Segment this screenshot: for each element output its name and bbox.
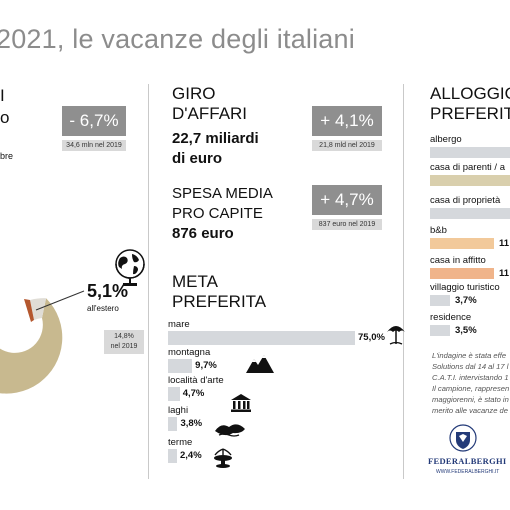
giro-value-2: di euro (172, 150, 223, 167)
giro-note: 21,8 mld nel 2019 (312, 140, 382, 151)
alloggio-bar (430, 147, 510, 158)
donut-accent-segment (24, 299, 34, 322)
alloggio-bar (430, 208, 510, 219)
meta-label: mare (168, 319, 190, 330)
meta-label: terme (168, 437, 193, 448)
spesa-heading: SPESA MEDIA PRO CAPITE (172, 185, 273, 222)
alloggio-label: residence (430, 312, 472, 323)
left-text-fragment: bre (0, 151, 14, 161)
destination-donut (0, 290, 85, 394)
alloggio-value: 11 (499, 238, 510, 249)
left-heading-fragment-1: I (0, 86, 5, 105)
meta-value: 4,7% (182, 388, 205, 399)
footnote-line: merito alle vacanze de (432, 406, 508, 415)
donut-italy-segment (0, 298, 63, 394)
alloggio-heading: ALLOGGIO PREFERITO (430, 84, 510, 123)
abroad-value: 5,1% (87, 281, 129, 301)
footnote-line: Solutions dal 14 al 17 l (432, 362, 509, 371)
travellers-note: 34,6 mln nel 2019 (62, 140, 126, 151)
alloggio-label: albergo (430, 134, 462, 145)
meta-bar (168, 359, 193, 373)
temple-icon (231, 394, 251, 412)
giro-heading: GIRO D'AFFARI (172, 84, 248, 123)
page-title: 2021, le vacanze degli italiani (0, 24, 355, 54)
alloggio-value: 3,7% (455, 295, 477, 306)
meta-bar (168, 449, 177, 463)
meta-value: 75,0% (358, 332, 385, 343)
giro-change-badge: + 4,1% (312, 106, 382, 136)
footnote-line: C.A.T.I. intervistando 1 (432, 373, 509, 382)
lake-icon (215, 424, 245, 437)
alloggio-label: casa di proprietà (430, 195, 501, 206)
giro-value-1: 22,7 miliardi (172, 130, 259, 147)
federalberghi-url[interactable]: WWW.FEDERALBERGHI.IT (436, 469, 500, 475)
meta-bar (168, 331, 355, 345)
alloggio-label: casa in affitto (430, 255, 486, 266)
meta-label: montagna (168, 347, 211, 358)
alloggio-label: casa di parenti / a (430, 162, 505, 173)
abroad-label: all'estero (87, 304, 119, 313)
alloggio-bar (430, 325, 450, 336)
alloggio-value: 3,5% (455, 325, 477, 336)
divider (148, 84, 149, 479)
footnote-line: L'indagine è stata effe (432, 351, 507, 360)
footnote-line: Il campione, rappresen (432, 384, 510, 393)
alloggio-label: b&b (430, 225, 447, 236)
globe-icon (115, 249, 145, 286)
meta-label: laghi (168, 405, 189, 416)
callout-line (35, 290, 85, 311)
spesa-note: 837 euro nel 2019 (312, 219, 382, 230)
beach-umbrella-icon (387, 326, 405, 345)
meta-value: 9,7% (195, 360, 217, 371)
alloggio-value: 11 (499, 268, 510, 279)
spesa-value: 876 euro (172, 225, 234, 242)
alloggio-bar (430, 295, 450, 306)
spa-icon (214, 448, 232, 468)
travellers-change-badge: - 6,7% (62, 106, 126, 136)
meta-heading: META PREFERITA (172, 272, 267, 311)
mountain-icon (246, 355, 274, 373)
footnote-line: maggiorenni, è stato in (432, 395, 509, 404)
meta-bar (168, 387, 180, 401)
alloggio-bar (430, 238, 494, 249)
meta-label: località d'arte (168, 375, 224, 386)
meta-value: 3,8% (180, 418, 203, 429)
spesa-change-badge: + 4,7% (312, 185, 382, 215)
meta-bar (168, 417, 178, 431)
left-heading-fragment-2: o (0, 108, 10, 127)
alloggio-label: villaggio turistico (430, 282, 500, 293)
abroad-note: 14,8% nel 2019 (104, 330, 144, 354)
divider (403, 84, 404, 479)
federalberghi-crest-icon (449, 424, 477, 452)
alloggio-bar (430, 268, 494, 279)
meta-value: 2,4% (180, 450, 202, 461)
alloggio-bar (430, 175, 510, 186)
federalberghi-logo-text: FEDERALBERGHI (428, 456, 507, 466)
